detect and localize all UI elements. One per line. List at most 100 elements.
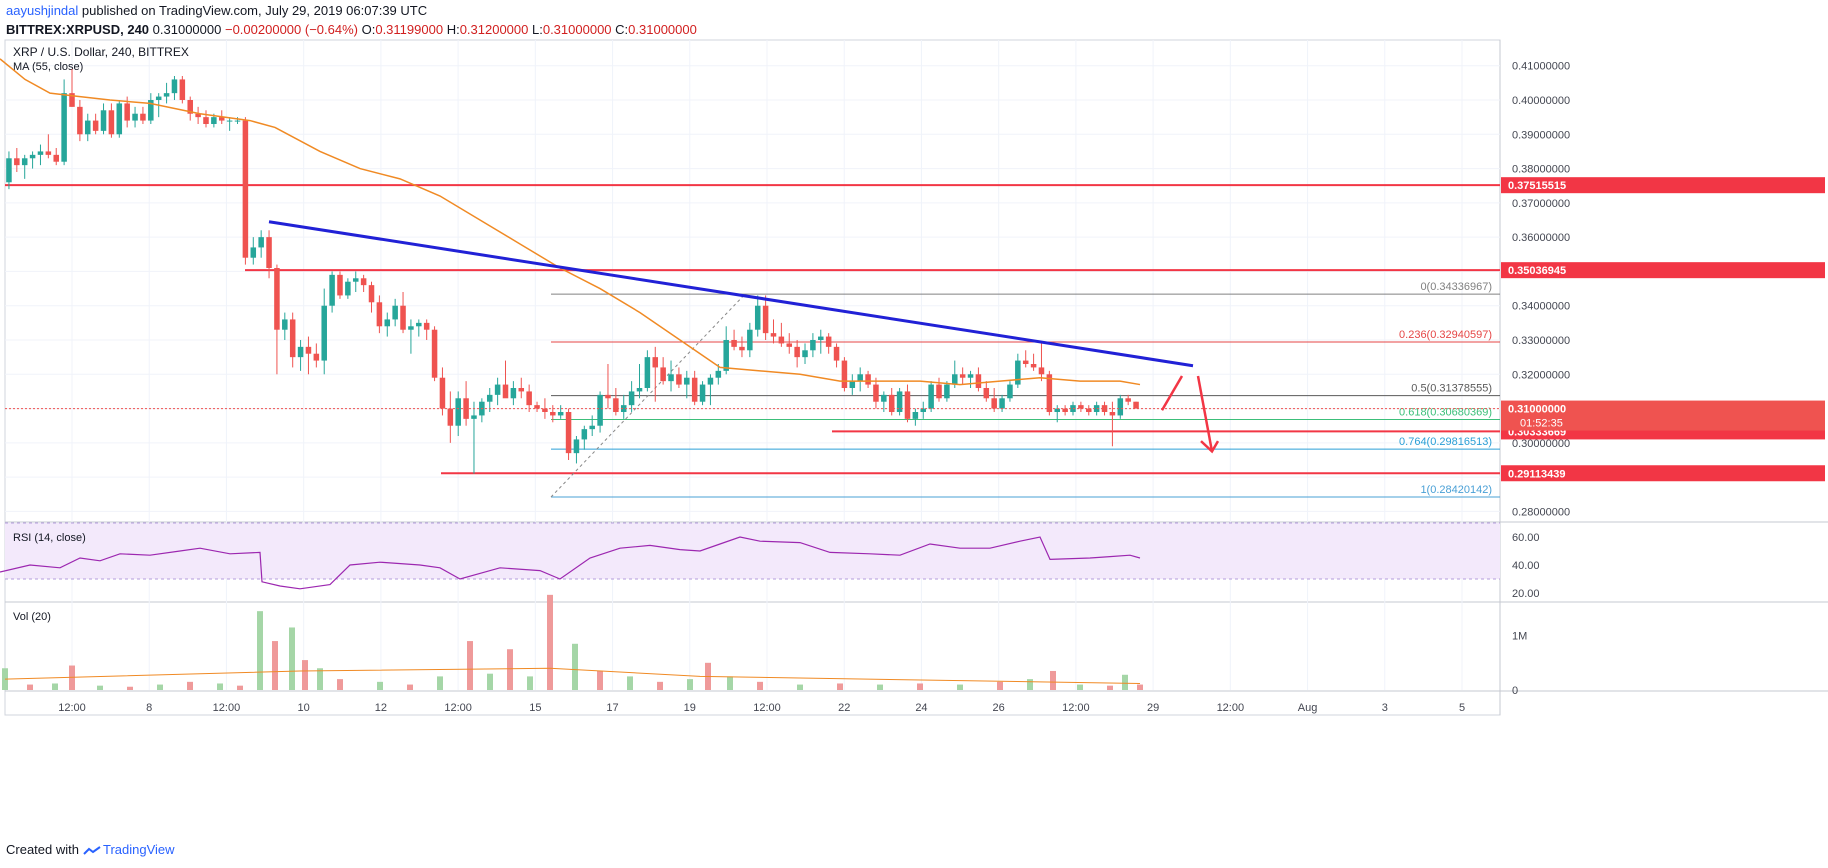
candle-body (1117, 398, 1124, 416)
candle-body (155, 96, 162, 100)
chart-title: XRP / U.S. Dollar, 240, BITTREX (13, 45, 189, 59)
candle-body (266, 237, 272, 268)
volume-tick-label: 1M (1512, 631, 1527, 643)
candle-body (140, 113, 146, 121)
volume-bar (187, 681, 193, 690)
candle-body (486, 394, 493, 402)
candle-body (494, 384, 501, 395)
price-change: −0.00200000 (−0.64%) (224, 22, 358, 37)
close-label: C: (615, 22, 629, 37)
x-tick-label: 12:00 (1217, 702, 1245, 714)
candle-body (53, 154, 59, 162)
candle-body (699, 384, 706, 402)
candle-body (518, 388, 525, 392)
candle-body (37, 151, 44, 155)
candle-body (69, 93, 75, 107)
candle-body (1109, 412, 1116, 416)
candle-body (660, 367, 666, 382)
candle-body (187, 100, 193, 114)
x-tick-label: 3 (1382, 702, 1388, 714)
volume-bar (377, 681, 383, 690)
fib-level-label: 0.764(0.29816513) (1399, 436, 1492, 448)
close-value: 0.31000000 (628, 22, 697, 37)
rsi-tick-label: 60.00 (1512, 532, 1540, 544)
candle-body (928, 384, 934, 409)
candle-body (1086, 408, 1092, 412)
volume-bar (487, 673, 493, 690)
candle-body (92, 120, 99, 131)
price-level-label: 0.29113439 (1508, 468, 1566, 480)
candle-body (1038, 367, 1045, 375)
x-tick-label: 12:00 (58, 702, 86, 714)
candle-body (203, 117, 209, 124)
candle-body (132, 113, 138, 121)
candle-body (1101, 405, 1108, 412)
candle-body (723, 340, 729, 371)
descending-trendline (268, 220, 1194, 368)
x-tick-label: 12:00 (213, 702, 241, 714)
candle-body (534, 405, 540, 409)
candle-body (676, 374, 682, 385)
candle-body (762, 305, 769, 334)
tradingview-brand[interactable]: TradingView (102, 842, 175, 857)
candle-body (959, 374, 966, 378)
candle-body (218, 117, 225, 121)
candle-body (794, 346, 800, 358)
candle-body (1125, 398, 1131, 402)
fib-level-label: 0.5(0.31378555) (1411, 383, 1492, 395)
volume-bar (877, 684, 883, 690)
candle-body (684, 377, 690, 385)
price-level-tag (1501, 465, 1825, 482)
candle-body (944, 384, 950, 399)
candle-body (400, 305, 406, 330)
candle-body (975, 374, 982, 388)
volume-bar (597, 670, 603, 690)
candle-body (305, 346, 312, 354)
candle-body (841, 360, 848, 388)
candle-body (542, 408, 548, 412)
candle-body (61, 93, 67, 162)
candle-body (352, 278, 359, 282)
y-tick-label: 0.40000000 (1512, 95, 1570, 107)
x-tick-label: 26 (993, 702, 1005, 714)
low-value: 0.31000000 (542, 22, 612, 37)
volume-bar (727, 676, 733, 690)
volume-bar (27, 684, 33, 690)
projection-up-arrow (1160, 375, 1184, 411)
candle-body (321, 305, 327, 361)
candle-body (991, 398, 997, 409)
candle-body (873, 384, 879, 402)
candle-body (597, 394, 603, 426)
candle-body (250, 247, 257, 258)
volume-bar (52, 683, 58, 690)
volume-bar (272, 641, 278, 690)
volume-bar (467, 641, 473, 690)
y-tick-label: 0.30000000 (1512, 438, 1570, 450)
candle-body (439, 377, 446, 409)
candle-body (274, 268, 280, 330)
volume-bar (957, 684, 963, 690)
candle-body (447, 408, 454, 426)
candle-body (786, 343, 793, 347)
x-tick-label: 22 (838, 702, 850, 714)
candle-body (888, 394, 895, 412)
x-tick-label: 12:00 (1062, 702, 1090, 714)
candle-body (77, 106, 83, 135)
candle-body (408, 326, 414, 330)
candle-body (1046, 374, 1053, 412)
volume-tick-label: 0 (1512, 685, 1518, 697)
candle-body (999, 398, 1005, 409)
candle-body (195, 113, 201, 118)
author-link[interactable]: aayushjindal (6, 3, 79, 18)
volume-bar (507, 649, 513, 690)
price-level-tag (1501, 262, 1825, 279)
candle-body (337, 274, 343, 296)
symbol-label: BITTREX:XRPUSD, 240 (6, 22, 150, 37)
candle-body (258, 237, 264, 248)
volume-legend: Vol (20) (13, 611, 51, 623)
y-tick-label: 0.28000000 (1512, 506, 1570, 518)
candle-body (1022, 360, 1029, 364)
candle-body (45, 151, 52, 155)
volume-bar (317, 668, 323, 690)
